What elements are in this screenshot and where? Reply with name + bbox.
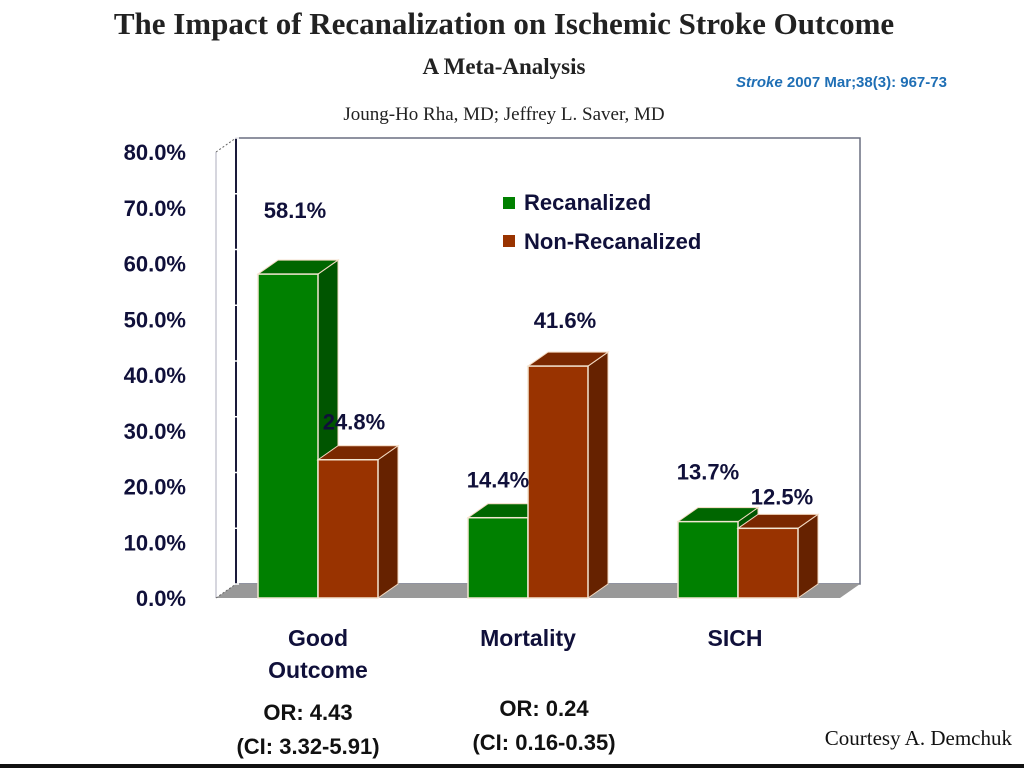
bar-front-face — [527, 365, 589, 599]
legend-swatch-non-recanalized — [503, 235, 515, 247]
y-tick-label: 30.0% — [124, 419, 186, 444]
data-label: 58.1% — [264, 198, 326, 223]
data-label: 14.4% — [467, 468, 529, 493]
odds-ratio-good-outcome: OR: 4.43 (CI: 3.32-5.91) — [208, 696, 408, 764]
bar-side-face — [377, 444, 399, 599]
data-label: 41.6% — [534, 308, 596, 333]
category-label-line: Mortality — [480, 625, 576, 651]
y-tick-label: 60.0% — [124, 252, 186, 277]
citation-journal: Stroke — [736, 74, 783, 91]
category-label-sich: SICH — [655, 622, 815, 654]
confidence-interval: (CI: 0.16-0.35) — [472, 730, 616, 755]
chart-top-corner — [215, 137, 237, 153]
bottom-rule — [0, 764, 1024, 768]
data-labels: 58.1% 24.8% 14.4% 41.6% 13.7% 12.5% — [264, 198, 813, 509]
bar-front-face — [317, 458, 379, 599]
y-tick-label: 0.0% — [136, 586, 186, 611]
category-label-line: Good — [287, 625, 349, 651]
y-tick-label: 70.0% — [124, 196, 186, 221]
confidence-interval: (CI: 3.32-5.91) — [236, 734, 380, 759]
bar-non-recanalized-sich — [736, 513, 820, 599]
y-tick-label: 80.0% — [124, 140, 186, 165]
category-label-line: SICH — [707, 625, 763, 651]
bar-front-face — [677, 520, 739, 599]
slide-title: The Impact of Recanalization on Ischemic… — [113, 6, 895, 41]
bar-side-face — [797, 513, 819, 599]
bars — [256, 259, 820, 599]
bar-front-face — [737, 527, 799, 599]
citation-details: 2007 Mar;38(3): 967-73 — [782, 74, 947, 91]
bar-non-recanalized-good-outcome — [316, 444, 400, 599]
y-axis: 0.0% 10.0% 20.0% 30.0% 40.0% 50.0% 60.0% 70.0% 8… — [124, 137, 239, 611]
y-tick-label: 10.0% — [124, 530, 186, 555]
data-label: 13.7% — [677, 460, 739, 485]
chart-bottom-corner — [215, 583, 237, 599]
category-label-mortality: Mortality — [448, 622, 608, 654]
y-tick-label: 20.0% — [124, 475, 186, 500]
citation: Stroke 2007 Mar;38(3): 967-73 — [736, 74, 947, 91]
legend-swatch-recanalized — [503, 197, 515, 209]
bar-front-face — [467, 516, 529, 599]
slide-subtitle: A Meta-Analysis — [422, 54, 586, 79]
bar-front-face — [257, 273, 319, 599]
legend-label-recanalized: Recanalized — [524, 190, 651, 215]
courtesy-credit: Courtesy A. Demchuk — [824, 726, 1012, 750]
category-label-line: Outcome — [268, 657, 368, 683]
odds-ratio-mortality: OR: 0.24 (CI: 0.16-0.35) — [444, 692, 644, 760]
odds-ratio-value: OR: 4.43 — [263, 700, 353, 725]
data-label: 24.8% — [323, 410, 385, 435]
legend-label-non-recanalized: Non-Recanalized — [524, 229, 701, 254]
authors: Joung-Ho Rha, MD; Jeffrey L. Saver, MD — [343, 104, 665, 125]
y-tick-label: 40.0% — [124, 363, 186, 388]
y-tick-label: 50.0% — [124, 307, 186, 332]
category-label-good-outcome: Good Outcome — [238, 622, 398, 686]
legend: Recanalized Non-Recanalized — [503, 190, 701, 254]
bar-non-recanalized-mortality — [526, 351, 610, 599]
bar-side-face — [587, 351, 609, 599]
data-label: 12.5% — [751, 484, 813, 509]
odds-ratio-value: OR: 0.24 — [499, 696, 589, 721]
